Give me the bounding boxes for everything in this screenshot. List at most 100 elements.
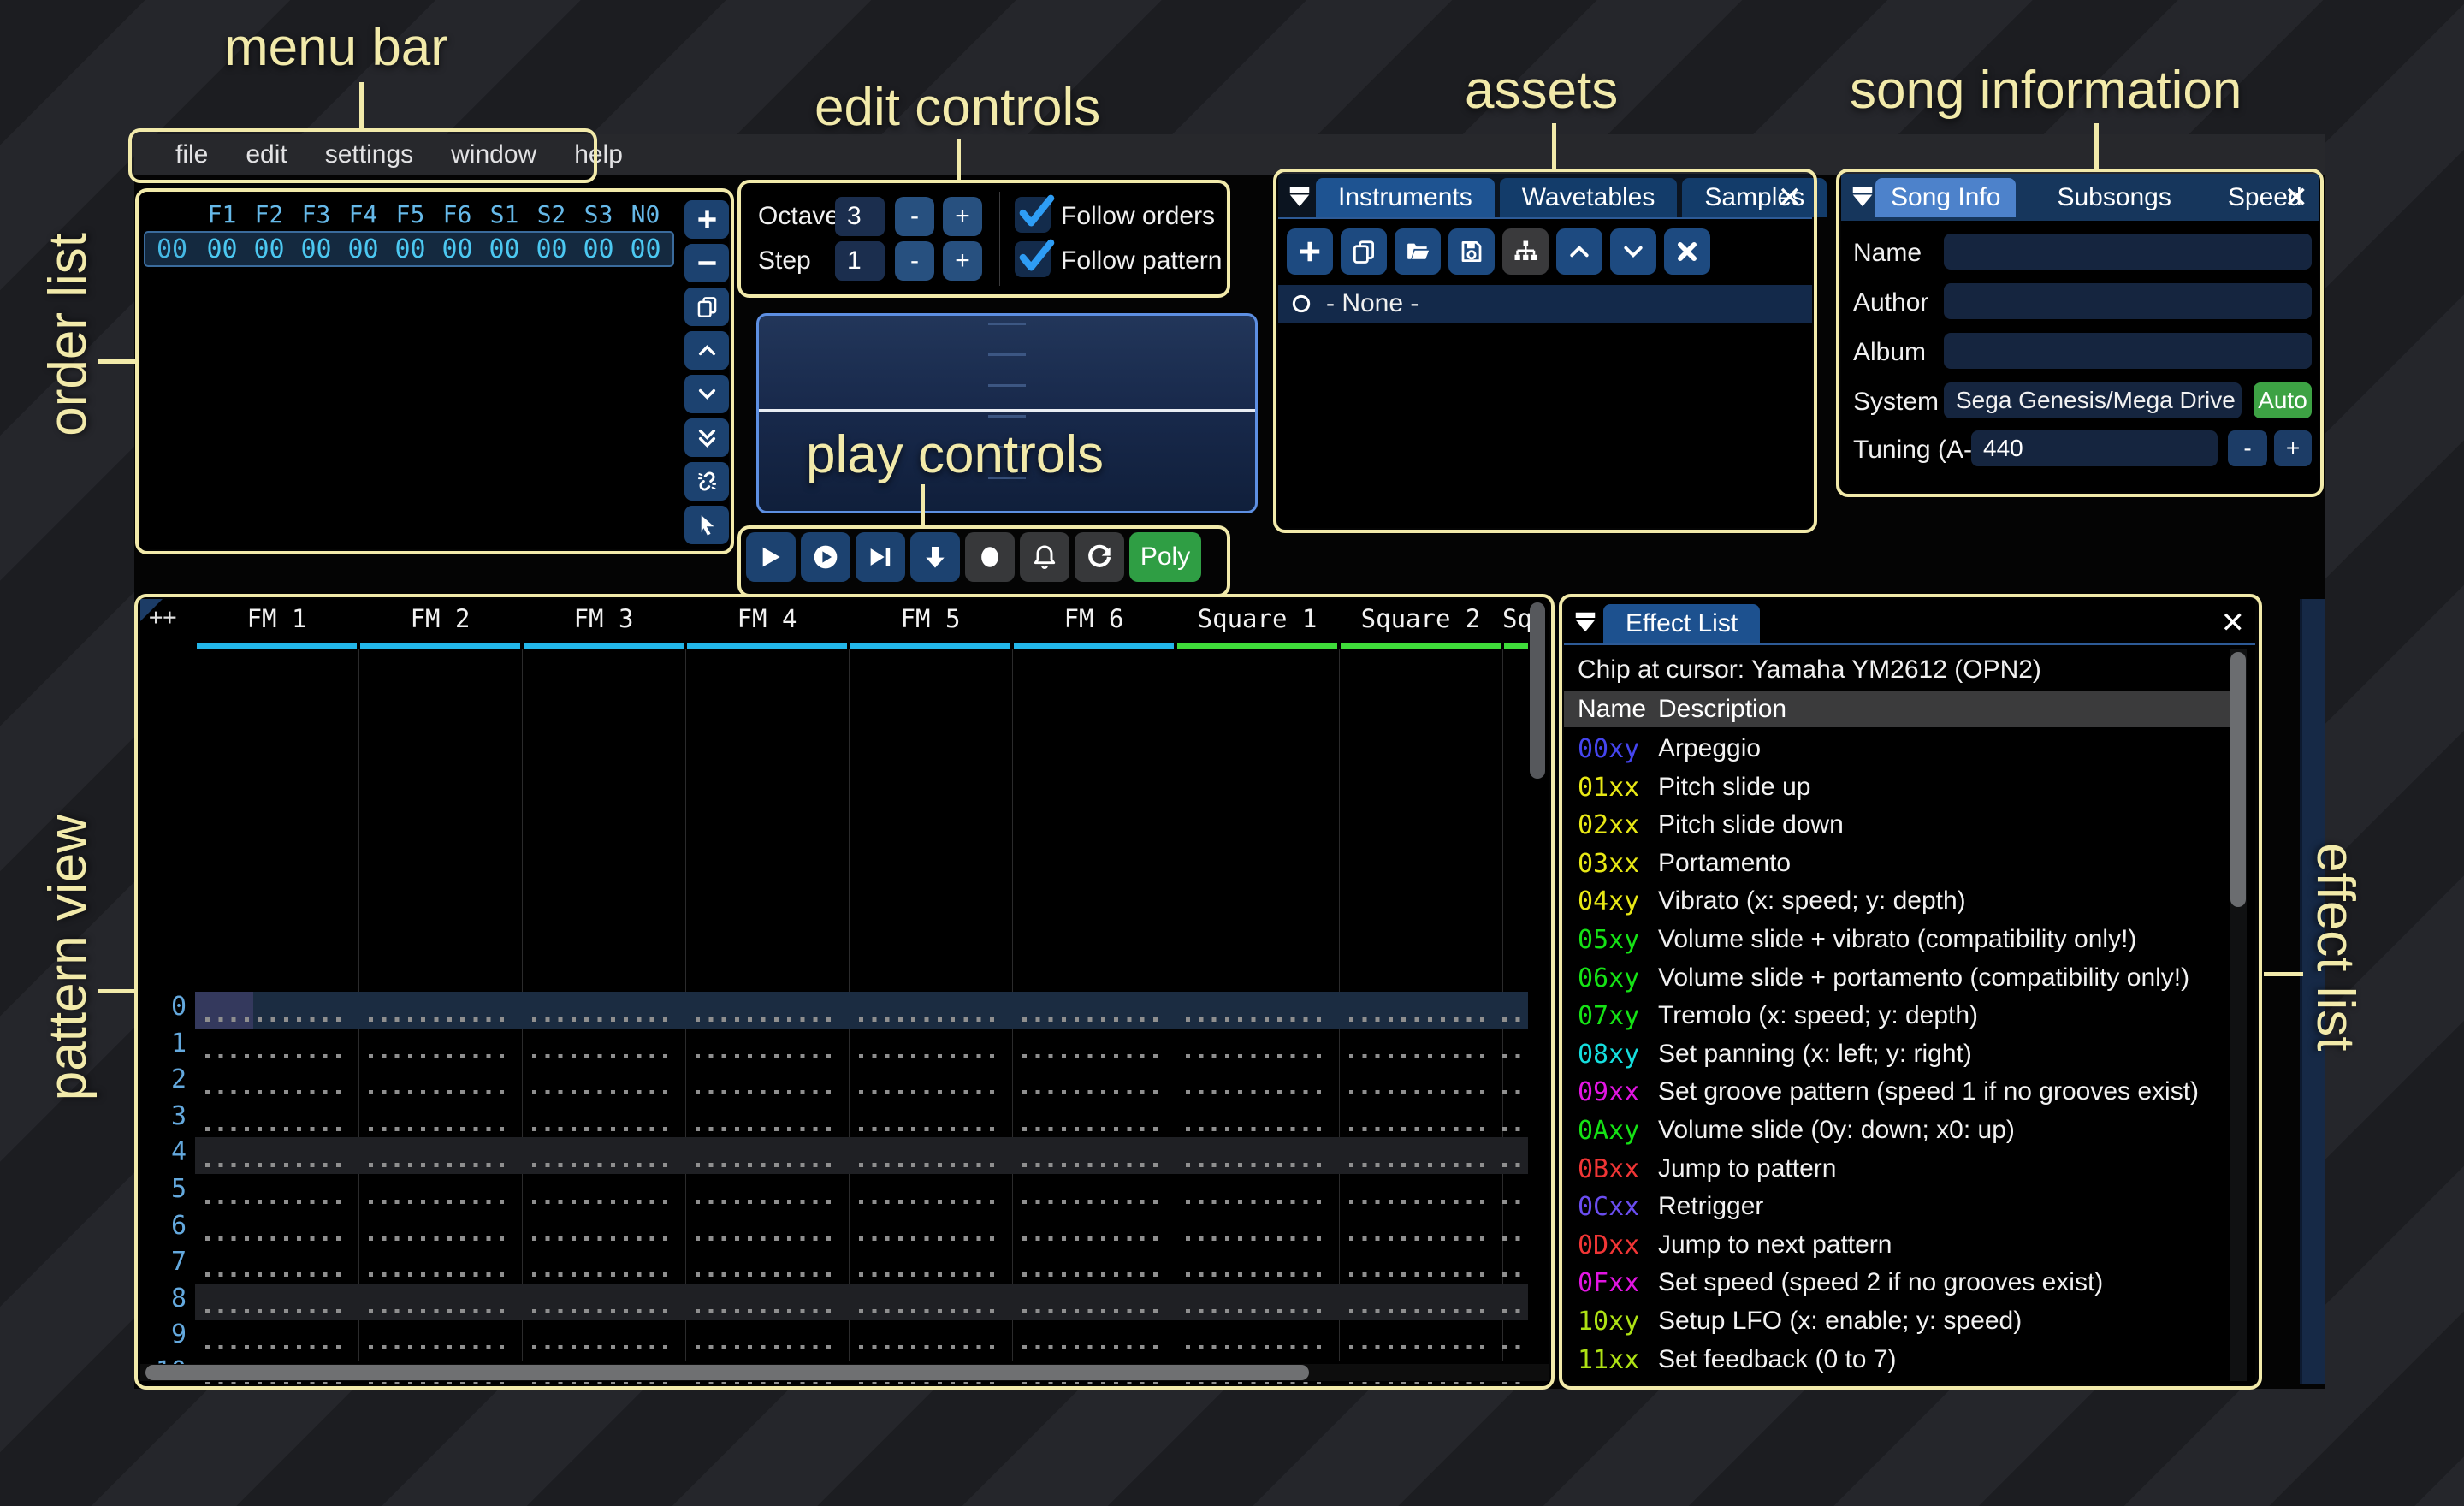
pattern-cell[interactable] <box>1176 1029 1339 1065</box>
order-cell[interactable]: 00 <box>206 234 238 264</box>
scrollbar-thumb[interactable] <box>145 1365 1309 1380</box>
order-column-header[interactable]: F2 <box>254 200 284 228</box>
pattern-row-2[interactable]: 2 <box>171 1064 1528 1101</box>
pattern-cell[interactable] <box>1502 1101 1528 1138</box>
order-cell[interactable]: 00 <box>489 234 520 264</box>
order-cell[interactable]: 00 <box>394 234 426 264</box>
pattern-cell[interactable] <box>1339 1101 1502 1138</box>
pattern-cell[interactable] <box>1176 1356 1339 1384</box>
follow-pattern-checkbox[interactable] <box>1015 239 1055 277</box>
effect-row-02xx[interactable]: 02xx Pitch slide down <box>1564 810 2214 845</box>
pattern-cell[interactable] <box>849 1029 1012 1065</box>
pattern-cell[interactable] <box>195 1356 358 1384</box>
pattern-cell[interactable] <box>522 1356 685 1384</box>
pattern-cell[interactable] <box>358 1211 522 1248</box>
pattern-cell[interactable] <box>849 1284 1012 1320</box>
pattern-cell[interactable] <box>195 1064 358 1101</box>
assets-move-up-button[interactable] <box>1556 228 1602 275</box>
channel-header-square-2[interactable]: Square 2 <box>1360 604 1481 633</box>
order-column-header[interactable]: S3 <box>583 200 613 228</box>
pattern-row-1[interactable]: 1 <box>171 1029 1528 1065</box>
pattern-cell[interactable] <box>522 1247 685 1284</box>
pattern-cell[interactable] <box>1012 1356 1176 1384</box>
play-button[interactable] <box>746 532 796 582</box>
step-row-button[interactable] <box>910 532 960 582</box>
order-move-up-button[interactable] <box>684 331 729 370</box>
order-move-down-button[interactable] <box>684 375 729 413</box>
system-selector[interactable]: Sega Genesis/Mega Drive <box>1944 382 2242 418</box>
pattern-cell[interactable] <box>1502 1064 1528 1101</box>
effect-row-11xx[interactable]: 11xx Set feedback (0 to 7) <box>1564 1345 2214 1379</box>
pattern-cell[interactable] <box>358 1029 522 1065</box>
effect-row-03xx[interactable]: 03xx Portamento <box>1564 849 2214 883</box>
pattern-cell[interactable] <box>849 1356 1012 1384</box>
pattern-cell[interactable] <box>1502 1284 1528 1320</box>
pattern-cell[interactable] <box>685 1029 849 1065</box>
pattern-cell[interactable] <box>1502 1211 1528 1248</box>
channel-header-fm-4[interactable]: FM 4 <box>737 604 797 633</box>
assets-duplicate-button[interactable] <box>1341 228 1387 275</box>
close-icon[interactable]: ✕ <box>1777 181 1803 214</box>
name-field[interactable] <box>1944 234 2312 270</box>
order-duplicate-to-end-button[interactable] <box>684 418 729 457</box>
tab-speed[interactable]: Speed <box>2227 183 2302 211</box>
pattern-cell[interactable] <box>1502 992 1528 1029</box>
order-column-header[interactable]: N0 <box>631 200 660 228</box>
effect-row-10xy[interactable]: 10xy Setup LFO (x: enable; y: speed) <box>1564 1307 2214 1341</box>
pattern-cell[interactable] <box>1339 992 1502 1029</box>
collapse-icon[interactable] <box>1850 184 1875 210</box>
pattern-cell[interactable] <box>1339 1356 1502 1384</box>
pattern-row-9[interactable]: 9 <box>171 1319 1528 1356</box>
step-increment-button[interactable]: + <box>943 241 982 281</box>
pattern-row-3[interactable]: 3 <box>171 1101 1528 1138</box>
menu-item-help[interactable]: help <box>574 140 623 169</box>
pattern-cell[interactable] <box>685 992 849 1029</box>
pattern-cell[interactable] <box>1176 1247 1339 1284</box>
pattern-cell[interactable] <box>522 1319 685 1356</box>
order-remove-button[interactable] <box>684 244 729 282</box>
step-decrement-button[interactable]: - <box>895 241 934 281</box>
assets-move-down-button[interactable] <box>1610 228 1656 275</box>
pattern-cell[interactable] <box>1339 1247 1502 1284</box>
tab-song-info[interactable]: Song Info <box>1875 178 2017 217</box>
pattern-cell[interactable] <box>849 1101 1012 1138</box>
pattern-cell[interactable] <box>195 1137 358 1174</box>
pattern-cell[interactable] <box>1012 1319 1176 1356</box>
effect-row-00xy[interactable]: 00xy Arpeggio <box>1564 734 2214 768</box>
pattern-row-6[interactable]: 6 <box>171 1211 1528 1248</box>
tab-instruments[interactable]: Instruments <box>1316 178 1495 217</box>
assets-add-button[interactable] <box>1287 228 1333 275</box>
pattern-cell[interactable] <box>1339 1137 1502 1174</box>
order-duplicate-button[interactable] <box>684 288 729 326</box>
pattern-horizontal-scrollbar[interactable] <box>140 1364 1549 1381</box>
order-column-header[interactable]: F6 <box>442 200 472 228</box>
instrument-list-item[interactable]: - None - <box>1278 285 1812 323</box>
pattern-cell[interactable] <box>522 1284 685 1320</box>
pattern-cell[interactable] <box>522 992 685 1029</box>
pattern-cell[interactable] <box>849 1137 1012 1174</box>
poly-button[interactable]: Poly <box>1129 532 1201 582</box>
channel-header-fm-6[interactable]: FM 6 <box>1063 604 1124 633</box>
order-column-header[interactable]: F5 <box>395 200 425 228</box>
menu-item-settings[interactable]: settings <box>324 140 414 169</box>
tuning-decrement-button[interactable]: - <box>2228 430 2267 466</box>
octave-decrement-button[interactable]: - <box>895 197 934 236</box>
menu-item-window[interactable]: window <box>451 140 537 169</box>
close-icon[interactable]: ✕ <box>2283 181 2309 214</box>
pattern-cell[interactable] <box>1176 1284 1339 1320</box>
order-cell[interactable]: 00 <box>630 234 661 264</box>
effect-row-07xy[interactable]: 07xy Tremolo (x: speed; y: depth) <box>1564 1001 2214 1035</box>
order-cell[interactable]: 00 <box>347 234 379 264</box>
effect-list-scrollbar[interactable] <box>2230 649 2247 1381</box>
pattern-cell[interactable] <box>358 1174 522 1211</box>
step-value[interactable]: 1 <box>835 241 885 281</box>
order-cell[interactable]: 00 <box>536 234 567 264</box>
pattern-cell[interactable] <box>522 1174 685 1211</box>
pattern-cell[interactable] <box>1012 1211 1176 1248</box>
pattern-cell[interactable] <box>849 1319 1012 1356</box>
pattern-cell[interactable] <box>1012 1284 1176 1320</box>
pattern-cell[interactable] <box>522 1137 685 1174</box>
pattern-cell[interactable] <box>1502 1137 1528 1174</box>
pattern-cell[interactable] <box>685 1284 849 1320</box>
pattern-cell[interactable] <box>522 1101 685 1138</box>
